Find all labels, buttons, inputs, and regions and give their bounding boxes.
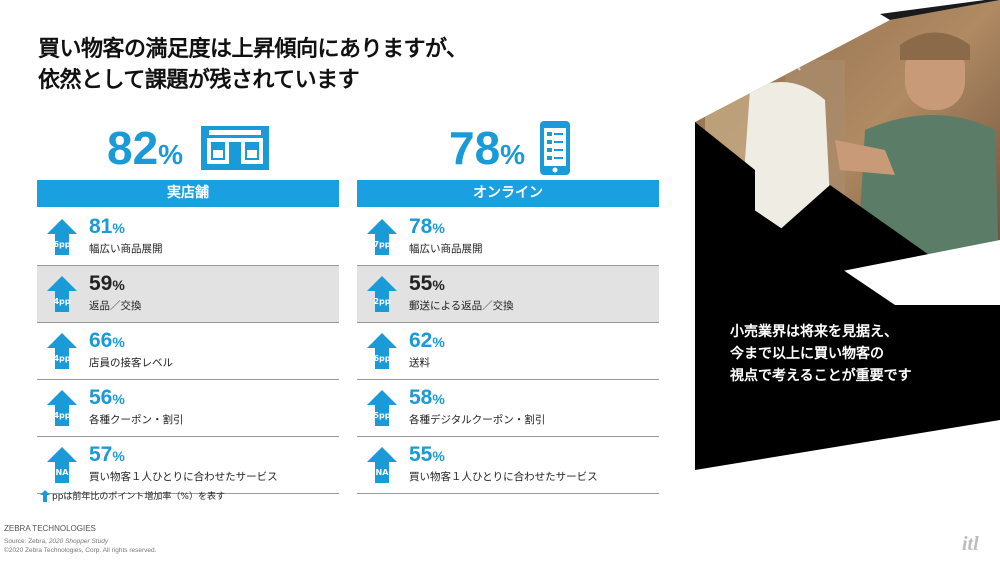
up-arrow-icon: 2pp (367, 276, 397, 312)
metric-label: 返品／交換 (89, 300, 142, 312)
pp-footnote: ppは前年比のポイント増加率（%）を表す (40, 489, 225, 502)
slide-title: 買い物客の満足度は上昇傾向にありますが、 依然として課題が残されています (38, 34, 598, 96)
metric-label: 幅広い商品展開 (409, 243, 483, 255)
online-headline-value: 78% (449, 122, 526, 174)
key-message-line-1: 小売業界は将来を見据え、 (730, 324, 898, 340)
key-message-line-2: 今まで以上に買い物客の (730, 346, 884, 362)
pp-change: 6pp (373, 354, 391, 363)
up-arrow-icon: 4pp (47, 276, 77, 312)
pp-change: 5pp (373, 411, 391, 420)
metric-label: 買い物客１人ひとりに合わせたサービス (89, 471, 278, 483)
category-bar-online: オンライン (357, 180, 659, 207)
pp-change: NA (375, 468, 389, 477)
pp-change: 6pp (53, 240, 71, 249)
metric-label: 各種クーポン・割引 (89, 414, 184, 426)
store-headline-value: 82% (107, 122, 184, 174)
pp-change: 4pp (53, 354, 71, 363)
metric-value: 81% (89, 215, 125, 238)
shopper-photo-panel (695, 0, 1000, 563)
metric-row: NA 57% 買い物客１人ひとりに合わせたサービス (37, 437, 339, 494)
metric-value: 55% (409, 272, 445, 295)
brand-name: ZEBRA TECHNOLOGIES (4, 524, 96, 533)
footnote-text: ppは前年比のポイント増加率（%）を表す (52, 492, 225, 502)
metric-value: 56% (89, 386, 125, 409)
copyright: ©2020 Zebra Technologies, Corp. All righ… (4, 547, 157, 554)
up-arrow-icon: 4pp (47, 390, 77, 426)
metric-row: 7pp 78% 幅広い商品展開 (357, 209, 659, 266)
up-arrow-icon (40, 489, 50, 502)
metric-value: 59% (89, 272, 125, 295)
metric-label: 幅広い商品展開 (89, 243, 163, 255)
category-bar-physical: 実店舗 (37, 180, 339, 207)
smartphone-icon (540, 121, 570, 175)
up-arrow-icon: NA (47, 447, 77, 483)
up-arrow-icon: 6pp (47, 219, 77, 255)
storefront-icon (201, 126, 269, 170)
online-column: 78% オンライン 7pp 78% 幅広い商品展開 2pp 55% 郵送による返品／交換 6… (357, 118, 659, 494)
up-arrow-icon: 7pp (367, 219, 397, 255)
online-rows: 7pp 78% 幅広い商品展開 2pp 55% 郵送による返品／交換 6pp 62% 送料 5pp… (357, 209, 659, 494)
up-arrow-icon: NA (367, 447, 397, 483)
metric-value: 62% (409, 329, 445, 352)
metric-row: 4pp 56% 各種クーポン・割引 (37, 380, 339, 437)
physical-store-column: 82% 実店舗 6pp 81% 幅広い商品展開 4pp 59% 返品／交換 4pp 66% 店員… (37, 118, 339, 494)
metric-value: 55% (409, 443, 445, 466)
metric-label: 郵送による返品／交換 (409, 300, 514, 312)
title-line-1: 買い物客の満足度は上昇傾向にありますが、 (38, 37, 468, 62)
metric-row: 4pp 59% 返品／交換 (37, 266, 339, 323)
metric-value: 57% (89, 443, 125, 466)
pp-change: 4pp (53, 411, 71, 420)
metric-value: 58% (409, 386, 445, 409)
metric-row: 6pp 62% 送料 (357, 323, 659, 380)
publisher-logo: itl (962, 533, 979, 555)
metric-value: 78% (409, 215, 445, 238)
store-headline: 82% (37, 118, 339, 180)
key-message-line-3: 視点で考えることが重要です (730, 368, 912, 384)
metric-row: 5pp 58% 各種デジタルクーポン・割引 (357, 380, 659, 437)
title-line-2: 依然として課題が残されています (38, 68, 360, 93)
metric-row: NA 55% 買い物客１人ひとりに合わせたサービス (357, 437, 659, 494)
metric-value: 66% (89, 329, 125, 352)
metric-label: 送料 (409, 357, 430, 369)
pp-change: 7pp (373, 240, 391, 249)
metric-label: 買い物客１人ひとりに合わせたサービス (409, 471, 598, 483)
pp-change: 2pp (373, 297, 391, 306)
up-arrow-icon: 6pp (367, 333, 397, 369)
key-message: 小売業界は将来を見据え、 今まで以上に買い物客の 視点で考えることが重要です (730, 321, 980, 387)
online-headline: 78% (357, 118, 659, 180)
up-arrow-icon: 4pp (47, 333, 77, 369)
physical-store-rows: 6pp 81% 幅広い商品展開 4pp 59% 返品／交換 4pp 66% 店員の接客レベル 4p… (37, 209, 339, 494)
pp-change: NA (55, 468, 69, 477)
source-credit: Source: Zebra, 2020 Shopper Study ©2020 … (4, 538, 157, 554)
metric-label: 店員の接客レベル (89, 357, 173, 369)
up-arrow-icon: 5pp (367, 390, 397, 426)
metric-row: 4pp 66% 店員の接客レベル (37, 323, 339, 380)
pp-change: 4pp (53, 297, 71, 306)
metric-row: 6pp 81% 幅広い商品展開 (37, 209, 339, 266)
metric-label: 各種デジタルクーポン・割引 (409, 414, 546, 426)
metric-row: 2pp 55% 郵送による返品／交換 (357, 266, 659, 323)
